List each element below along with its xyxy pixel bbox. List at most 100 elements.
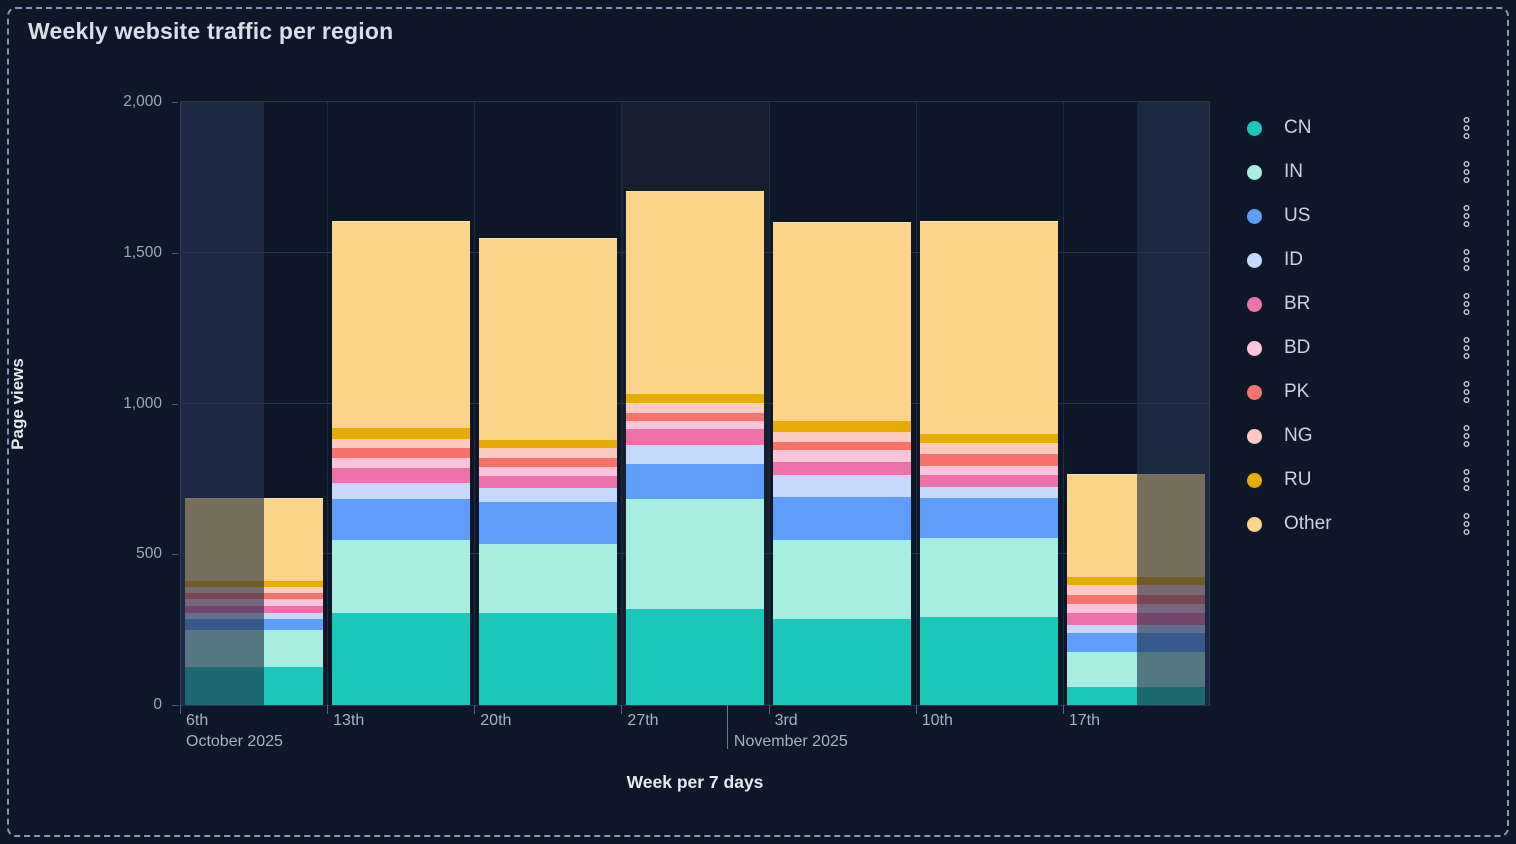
- bar-segment-CN[interactable]: [626, 609, 764, 705]
- bar-segment-Other[interactable]: [478, 237, 617, 440]
- bar-segment-ID[interactable]: [773, 474, 912, 497]
- legend-item-CN[interactable]: CN: [1240, 106, 1480, 150]
- bar-segment-ID[interactable]: [920, 487, 1059, 499]
- bar-3rd[interactable]: [773, 222, 912, 705]
- bar-segment-PK[interactable]: [478, 457, 617, 467]
- three-dots-vertical-icon: [1463, 161, 1469, 184]
- bar-6th[interactable]: [184, 497, 323, 705]
- legend-more-options-button[interactable]: [1460, 424, 1472, 448]
- bar-segment-NG[interactable]: [331, 439, 470, 449]
- bar-segment-BD[interactable]: [920, 465, 1059, 475]
- bar-segment-BD[interactable]: [626, 421, 764, 429]
- legend-more-options-button[interactable]: [1460, 468, 1472, 492]
- bar-segment-CN[interactable]: [331, 613, 470, 705]
- bar-segment-IN[interactable]: [626, 499, 764, 610]
- bar-segment-BR[interactable]: [478, 476, 617, 488]
- bar-segment-CN[interactable]: [920, 617, 1059, 705]
- legend-label: IN: [1284, 161, 1303, 182]
- legend-item-PK[interactable]: PK: [1240, 370, 1480, 414]
- legend-more-options-button[interactable]: [1460, 512, 1472, 536]
- x-tick-label: 27th: [627, 712, 659, 729]
- legend-item-Other[interactable]: Other: [1240, 502, 1480, 546]
- x-gridline: [1209, 102, 1210, 705]
- bar-segment-PK[interactable]: [773, 441, 912, 450]
- bar-segment-RU[interactable]: [478, 440, 617, 448]
- x-tick-label: 3rd: [774, 712, 798, 729]
- bar-segment-CN[interactable]: [478, 612, 617, 705]
- bar-segment-BR[interactable]: [773, 461, 912, 475]
- bar-segment-CN[interactable]: [773, 619, 912, 705]
- bar-segment-ID[interactable]: [331, 483, 470, 500]
- legend-item-NG[interactable]: NG: [1240, 414, 1480, 458]
- legend-more-options-button[interactable]: [1460, 380, 1472, 404]
- bar-segment-BD[interactable]: [773, 449, 912, 462]
- bar-segment-BR[interactable]: [920, 474, 1059, 488]
- bar-segment-IN[interactable]: [920, 537, 1059, 618]
- bar-segment-BD[interactable]: [1067, 604, 1206, 614]
- bar-segment-US[interactable]: [626, 464, 764, 500]
- bar-segment-PK[interactable]: [626, 413, 764, 422]
- bar-13th[interactable]: [331, 221, 470, 705]
- legend-item-IN[interactable]: IN: [1240, 150, 1480, 194]
- bar-17th[interactable]: [1067, 473, 1206, 705]
- legend-more-options-button[interactable]: [1460, 248, 1472, 272]
- legend-item-BD[interactable]: BD: [1240, 326, 1480, 370]
- bar-segment-ID[interactable]: [626, 445, 764, 465]
- bar-segment-RU[interactable]: [331, 428, 470, 440]
- legend-color-dot: [1247, 428, 1262, 444]
- bar-segment-US[interactable]: [920, 498, 1059, 538]
- bar-segment-NG[interactable]: [920, 442, 1059, 455]
- bar-segment-ID[interactable]: [478, 487, 617, 502]
- x-tick-label: 6th: [186, 712, 209, 729]
- legend-label: BR: [1284, 293, 1311, 314]
- bar-segment-RU[interactable]: [920, 433, 1059, 443]
- legend-item-BR[interactable]: BR: [1240, 282, 1480, 326]
- plot-area[interactable]: [180, 101, 1210, 706]
- bar-segment-BR[interactable]: [626, 428, 764, 446]
- bar-segment-Other[interactable]: [331, 221, 470, 429]
- legend-more-options-button[interactable]: [1460, 160, 1472, 184]
- bar-segment-RU[interactable]: [773, 421, 912, 432]
- bar-segment-NG[interactable]: [478, 447, 617, 458]
- bar-segment-IN[interactable]: [331, 540, 470, 614]
- legend-item-US[interactable]: US: [1240, 194, 1480, 238]
- legend-color-dot: [1247, 472, 1262, 488]
- bar-10th[interactable]: [920, 220, 1059, 705]
- bar-segment-BR[interactable]: [331, 468, 470, 484]
- x-tick-label: 17th: [1068, 712, 1100, 729]
- bar-segment-ID[interactable]: [1067, 624, 1206, 634]
- legend-more-options-button[interactable]: [1460, 292, 1472, 316]
- bar-segment-BR[interactable]: [1067, 613, 1206, 625]
- bar-segment-Other[interactable]: [626, 191, 764, 394]
- legend-item-ID[interactable]: ID: [1240, 238, 1480, 282]
- legend-label: US: [1284, 205, 1311, 226]
- bar-segment-BD[interactable]: [331, 458, 470, 469]
- bar-segment-PK[interactable]: [920, 454, 1059, 466]
- bar-segment-RU[interactable]: [1067, 577, 1206, 586]
- bar-20th[interactable]: [478, 237, 617, 705]
- legend-label: PK: [1284, 381, 1310, 402]
- bar-segment-US[interactable]: [331, 499, 470, 541]
- y-tick-mark: [172, 705, 178, 706]
- bar-segment-NG[interactable]: [626, 402, 764, 414]
- bar-segment-PK[interactable]: [331, 448, 470, 459]
- legend-item-RU[interactable]: RU: [1240, 458, 1480, 502]
- legend-more-options-button[interactable]: [1460, 116, 1472, 140]
- bar-segment-Other[interactable]: [920, 220, 1059, 434]
- bar-segment-NG[interactable]: [773, 431, 912, 442]
- three-dots-vertical-icon: [1463, 337, 1469, 360]
- bar-segment-Other[interactable]: [773, 222, 912, 421]
- bar-segment-IN[interactable]: [773, 540, 912, 620]
- x-tick-mark: [621, 705, 623, 714]
- bar-segment-US[interactable]: [478, 501, 617, 544]
- bar-segment-BD[interactable]: [478, 466, 617, 477]
- x-axis-title: Week per 7 days: [626, 772, 764, 792]
- bar-segment-NG[interactable]: [1067, 585, 1206, 595]
- bar-27th[interactable]: [626, 191, 764, 705]
- bar-segment-RU[interactable]: [626, 393, 764, 403]
- bar-segment-PK[interactable]: [1067, 594, 1206, 604]
- legend-more-options-button[interactable]: [1460, 336, 1472, 360]
- bar-segment-IN[interactable]: [478, 544, 617, 613]
- legend-more-options-button[interactable]: [1460, 204, 1472, 228]
- bar-segment-US[interactable]: [773, 496, 912, 541]
